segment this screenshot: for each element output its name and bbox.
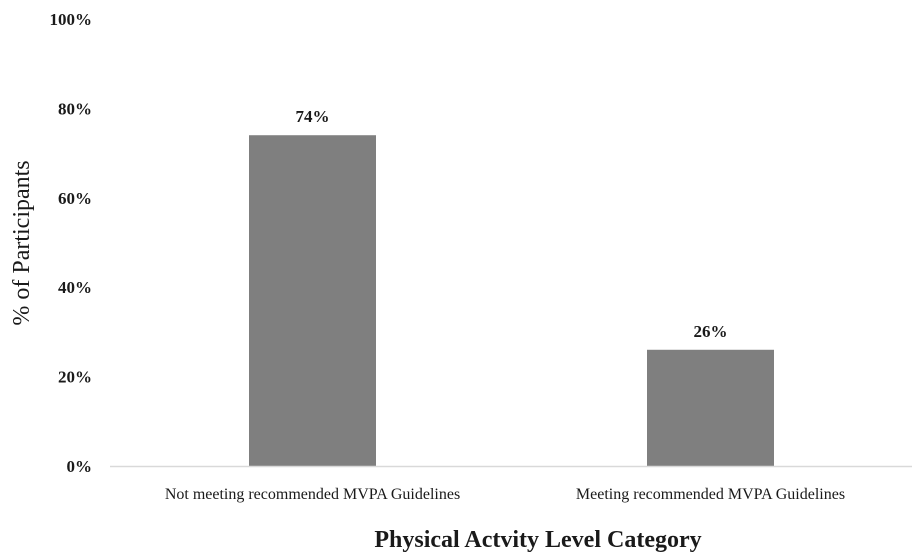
bar [249, 135, 376, 466]
x-category-label: Not meeting recommended MVPA Guidelines [165, 486, 460, 503]
y-tick-label: 0% [67, 457, 93, 476]
bars-group [249, 135, 774, 466]
bar-data-label: 74% [296, 107, 330, 126]
bar-data-label: 26% [694, 322, 728, 341]
y-tick-label: 60% [58, 189, 92, 208]
y-axis-ticks: 0% 20% 40% 60% 80% 100% [50, 10, 93, 476]
data-labels-group: 74% 26% [296, 107, 728, 341]
x-axis-title: Physical Actvity Level Category [374, 527, 701, 553]
category-labels-group: Not meeting recommended MVPA Guidelines M… [165, 486, 845, 503]
bar [647, 349, 774, 466]
y-axis-title: % of Participants [9, 160, 35, 325]
y-tick-label: 20% [58, 368, 92, 387]
y-tick-label: 80% [58, 99, 92, 118]
y-tick-label: 40% [58, 278, 92, 297]
x-category-label: Meeting recommended MVPA Guidelines [576, 486, 845, 503]
y-tick-label: 100% [50, 10, 93, 29]
